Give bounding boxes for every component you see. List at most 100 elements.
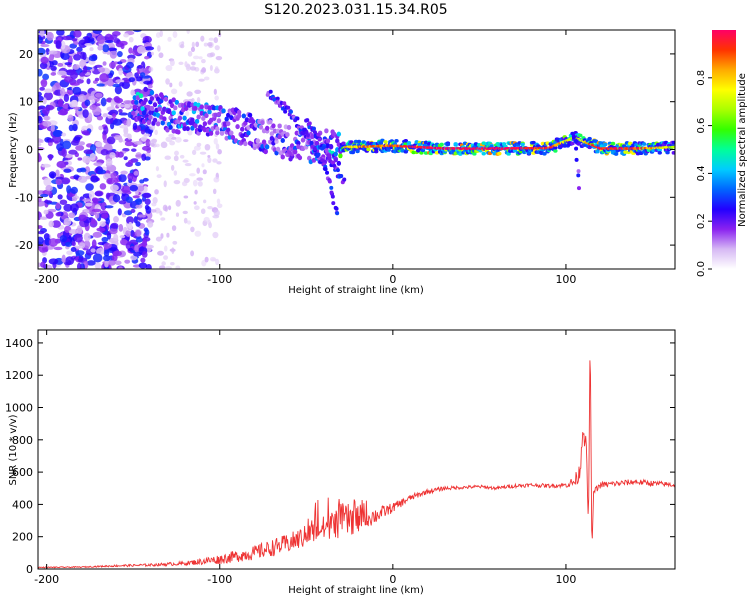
heatmap-cell [531, 140, 536, 145]
heatmap-cell [171, 110, 176, 116]
heatmap-cell [217, 149, 222, 155]
heatmap-cell [39, 216, 48, 220]
heatmap-cell [314, 140, 320, 146]
heatmap-cell [97, 45, 104, 51]
heatmap-cell [198, 78, 205, 82]
heatmap-cell [189, 173, 196, 177]
heatmap-cell [78, 175, 88, 183]
heatmap-cell [103, 242, 112, 249]
y-tick-label: 0 [26, 144, 33, 157]
heatmap-cell [497, 151, 502, 156]
heatmap-cell [38, 47, 46, 56]
heatmap-cell [149, 96, 155, 102]
heatmap-cell [203, 199, 207, 204]
heatmap-cell [613, 152, 619, 156]
x-tick-label: -200 [34, 573, 59, 586]
heatmap-cell [138, 110, 144, 116]
heatmap-cell [91, 208, 102, 213]
heatmap-cell [603, 142, 608, 147]
heatmap-cell [68, 229, 79, 235]
heatmap-cell [207, 157, 212, 164]
heatmap-cell [109, 184, 119, 192]
heatmap-cell [339, 173, 344, 178]
heatmap-cell [44, 88, 53, 94]
heatmap-cell [576, 142, 581, 146]
heatmap-cell [142, 185, 148, 193]
heatmap-cell [119, 124, 129, 129]
heatmap-cell [118, 112, 129, 116]
heatmap-cell [215, 56, 223, 61]
colorbar-tick-label: 0.0 [696, 261, 707, 277]
heatmap-cell [167, 36, 172, 42]
heatmap-cell [84, 43, 93, 47]
chart-title: S120.2023.031.15.34.R05 [264, 2, 447, 18]
heatmap-cell [132, 104, 137, 110]
heatmap-cell [194, 89, 202, 94]
heatmap-cell [157, 250, 164, 256]
heatmap-cell [133, 141, 143, 145]
heatmap-cell [201, 59, 206, 64]
heatmap-cell [305, 118, 310, 123]
heatmap-cell [143, 133, 151, 137]
heatmap-cell [123, 156, 128, 161]
heatmap-cell [194, 118, 200, 124]
heatmap-cell [38, 142, 42, 147]
heatmap-cell [123, 210, 133, 216]
heatmap-cell [66, 185, 72, 194]
heatmap-cell [109, 61, 116, 69]
heatmap-cell [186, 91, 193, 97]
heatmap-cell [170, 88, 178, 95]
heatmap-cell [189, 66, 197, 71]
heatmap-cell [170, 164, 175, 171]
heatmap-cell [342, 177, 347, 182]
heatmap-cell [106, 177, 115, 185]
heatmap-cell [203, 76, 210, 81]
heatmap-cell [317, 137, 322, 142]
heatmap-cell [190, 46, 196, 52]
y-tick-label: 1400 [5, 337, 33, 350]
heatmap-cell [80, 168, 87, 173]
heatmap-cell [45, 185, 53, 192]
heatmap-cell [99, 221, 106, 227]
heatmap-cell [323, 167, 328, 172]
heatmap-cell [288, 109, 293, 114]
heatmap-cell [243, 141, 248, 147]
heatmap-cell [574, 157, 579, 162]
heatmap-cell [86, 260, 96, 266]
heatmap-cell [43, 91, 54, 101]
heatmap-cell [155, 166, 160, 172]
heatmap-cell [196, 142, 202, 147]
heatmap-cell [316, 132, 321, 137]
heatmap-cell [50, 124, 55, 132]
heatmap-cell [119, 234, 126, 239]
heatmap-cell [235, 124, 240, 130]
heatmap-cell [112, 250, 122, 257]
heatmap-cell [190, 125, 195, 131]
heatmap-cell [157, 45, 161, 52]
heatmap-cell [130, 89, 136, 96]
heatmap-cell [117, 61, 123, 65]
y-tick-label: -10 [15, 191, 33, 204]
heatmap-cell [39, 62, 48, 70]
heatmap-cell [66, 250, 73, 256]
heatmap-cell [194, 230, 202, 237]
heatmap-cell [131, 110, 136, 116]
heatmap-cell [271, 123, 276, 129]
heatmap-cell [55, 212, 62, 217]
heatmap-cell [403, 138, 409, 143]
heatmap-cell [168, 133, 175, 137]
heatmap-cell [627, 141, 633, 146]
colorbar-gradient [712, 30, 736, 269]
heatmap-cell [148, 114, 153, 120]
heatmap-cell [576, 173, 581, 178]
heatmap-cell [78, 94, 87, 103]
heatmap-cell [135, 198, 143, 205]
heatmap-cell [216, 118, 222, 124]
x-tick-label: -100 [207, 273, 232, 286]
heatmap-cell [286, 125, 292, 131]
x-tick-label: 100 [555, 573, 576, 586]
heatmap-cell [328, 144, 334, 150]
y-tick-label: 0 [26, 563, 33, 576]
heatmap-cell [40, 193, 49, 198]
heatmap-cell [183, 195, 189, 199]
